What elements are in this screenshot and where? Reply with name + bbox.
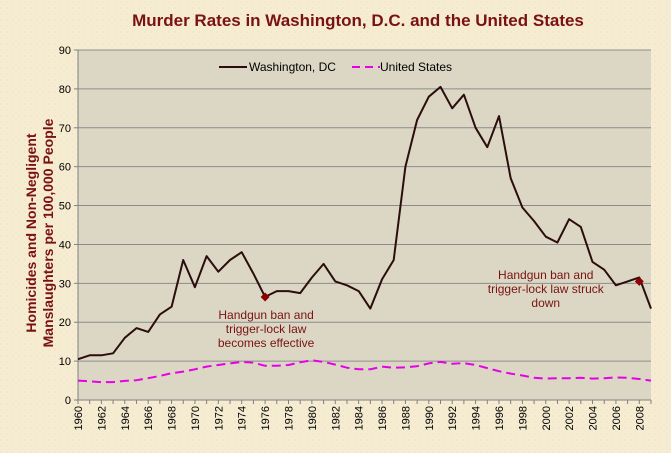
x-tick-label: 1980 xyxy=(307,406,319,430)
data-series xyxy=(77,85,652,384)
legend-label-washington-dc: Washington, DC xyxy=(249,60,336,74)
y-tick-label: 20 xyxy=(59,317,71,329)
event-annotation-2008-line-1: Handgun ban and xyxy=(498,268,593,282)
x-tick-label: 1994 xyxy=(471,406,483,430)
event-marker-1976 xyxy=(260,292,270,302)
x-tick-label: 1978 xyxy=(283,406,295,430)
x-tick-label: 1962 xyxy=(96,406,108,430)
event-annotation-2008-line-3: down xyxy=(531,296,560,310)
x-tick-label: 2002 xyxy=(564,406,576,430)
x-tick-label: 1964 xyxy=(120,406,132,430)
y-tick-label: 50 xyxy=(59,201,71,213)
y-axis-label: Homicides and Non-Negligent Manslaughter… xyxy=(23,118,56,347)
x-tick-label: 1988 xyxy=(400,406,412,430)
y-tick-label: 10 xyxy=(59,356,71,368)
y-tick-label: 30 xyxy=(59,278,71,290)
legend-label-united-states: United States xyxy=(380,60,452,74)
y-tick-label: 90 xyxy=(59,45,71,57)
event-marker-2008 xyxy=(634,276,644,286)
event-annotation-1976-line-3: becomes effective xyxy=(218,336,315,350)
chart-title: Murder Rates in Washington, D.C. and the… xyxy=(132,11,584,30)
x-tick-label: 1984 xyxy=(354,406,366,430)
y-tick-label: 0 xyxy=(65,395,71,407)
gridlines xyxy=(74,49,651,401)
y-tick-label: 40 xyxy=(59,239,71,251)
legend: Washington, DC United States xyxy=(219,60,452,74)
x-tick-label: 1972 xyxy=(213,406,225,430)
y-tick-labels: 0 10 20 30 40 50 60 70 80 90 xyxy=(59,45,71,407)
x-tick-label: 1990 xyxy=(424,406,436,430)
x-tick-label: 1974 xyxy=(237,406,249,430)
x-tick-label: 1996 xyxy=(494,406,506,430)
event-annotation-1976-line-1: Handgun ban and xyxy=(218,308,313,322)
x-tick-label: 1968 xyxy=(167,406,179,430)
x-tick-labels: 1960 1962 1964 1966 1968 1970 1972 1974 1976 1978… xyxy=(73,406,646,430)
x-tick-label: 1966 xyxy=(143,406,155,430)
x-tick-label: 1982 xyxy=(330,406,342,430)
x-tick-label: 2008 xyxy=(634,406,646,430)
x-tick-label: 1970 xyxy=(190,406,202,430)
series-line-united-states xyxy=(77,359,652,384)
x-tick-label: 1976 xyxy=(260,406,272,430)
y-tick-label: 60 xyxy=(59,162,71,174)
x-tick-label: 1986 xyxy=(377,406,389,430)
x-tick-label: 2004 xyxy=(588,406,600,430)
x-tick-label: 1960 xyxy=(73,406,85,430)
x-tick-label: 2000 xyxy=(541,406,553,430)
x-tick-label: 1998 xyxy=(517,406,529,430)
x-tick-label: 2006 xyxy=(611,406,623,430)
event-annotation-2008-line-2: trigger-lock law struck xyxy=(488,282,605,296)
x-tick-label: 1992 xyxy=(447,406,459,430)
y-tick-label: 70 xyxy=(59,123,71,135)
series-line-washington-dc xyxy=(77,85,652,361)
y-axis-label-line-2: Manslaughters per 100,000 People xyxy=(40,118,56,347)
y-axis-label-line-1: Homicides and Non-Negligent xyxy=(23,133,39,332)
event-annotation-1976-line-2: trigger-lock law xyxy=(226,322,307,336)
plot-area xyxy=(78,50,651,400)
axes xyxy=(77,50,652,404)
y-tick-label: 80 xyxy=(59,84,71,96)
